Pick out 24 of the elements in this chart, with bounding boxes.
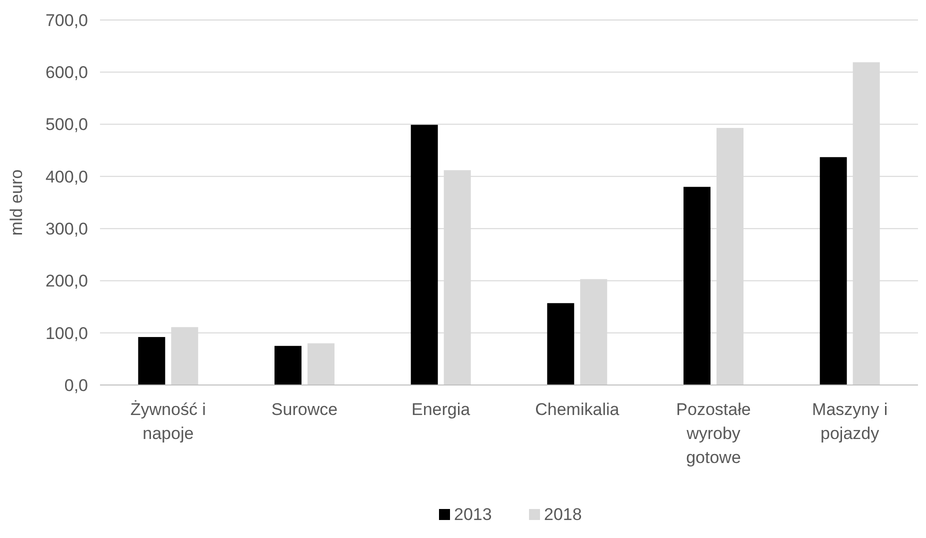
x-tick-label: Chemikalia [535,400,620,419]
bar [820,157,847,385]
bar [308,343,334,385]
x-tick-label: Surowce [271,400,338,419]
bar [684,186,710,385]
bar [138,337,166,385]
x-tick-label: Żywność i napoje [130,400,206,443]
bar [547,303,574,385]
y-axis-title: mld euro [7,169,26,236]
y-tick-label: 500,0 [45,115,88,134]
x-tick-label: Maszyny i pojazdy [812,400,888,443]
y-tick-label: 600,0 [45,63,88,82]
y-tick-label: 300,0 [45,220,88,239]
bar [274,346,302,385]
x-tick-label: Pozostałe wyroby gotowe [676,400,751,467]
y-tick-label: 200,0 [45,272,88,291]
y-tick-label: 700,0 [45,10,88,30]
legend-label: 2018 [544,505,582,524]
y-tick-label: 400,0 [45,167,88,186]
legend-label: 2013 [454,505,492,524]
bar [410,124,438,385]
y-tick-label: 0,0 [64,376,88,395]
y-tick-label: 100,0 [45,324,88,343]
x-tick-label: Energia [412,400,471,419]
